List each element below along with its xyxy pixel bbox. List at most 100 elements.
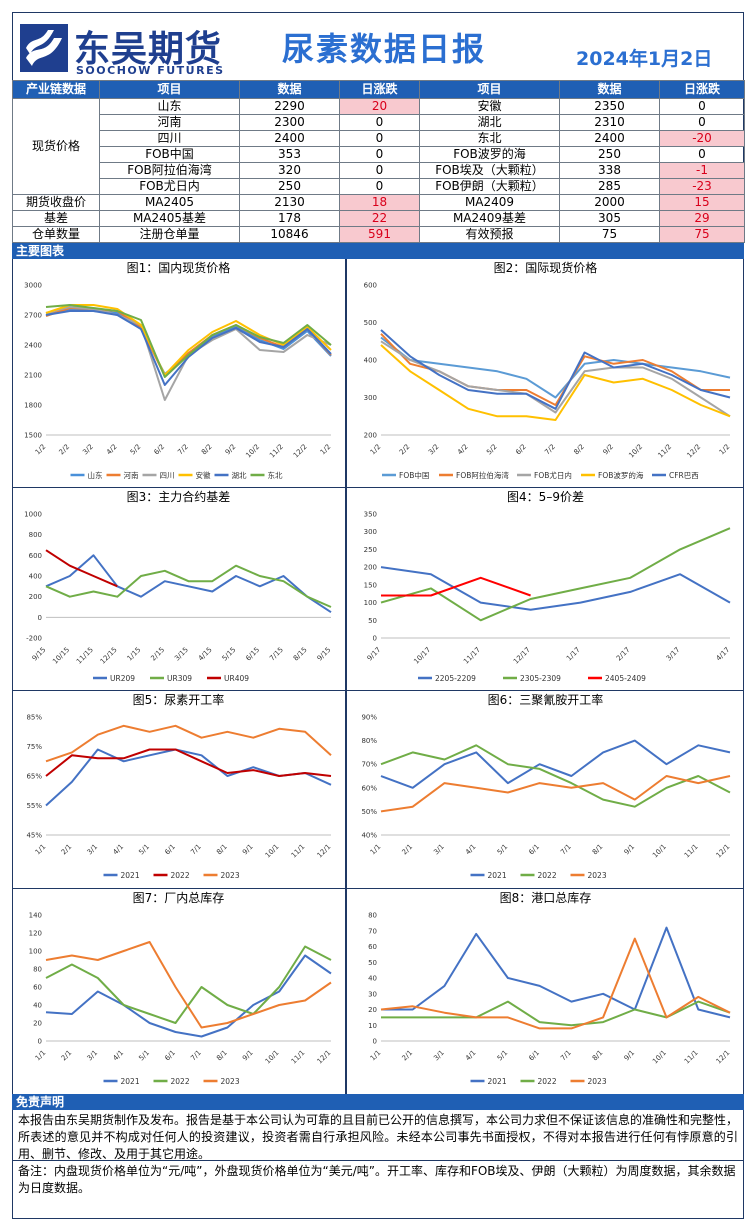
y-tick-label: 50% [361, 808, 377, 816]
x-tick-label: 1/1 [34, 843, 48, 857]
y-tick-label: 140 [29, 912, 42, 920]
change-cell: 591 [339, 226, 420, 243]
x-tick-label: 2/1 [60, 1049, 74, 1063]
table-header-row: 产业链数据 项目 数据 日涨跌 项目 数据 日涨跌 [12, 80, 745, 99]
x-tick-label: 4/1 [464, 843, 478, 857]
header-cell: 项目 [419, 80, 560, 99]
chart-urea-operating-rate: 45% 55% 65% 75% 85% 1/1 2/1 3/1 4/1 5/1 6/1 7/1 8/1 9… [26, 714, 332, 881]
x-tick-label: 2/1 [401, 1049, 415, 1063]
legend-label: 2021 [121, 871, 140, 880]
y-tick-label: 60% [361, 784, 377, 792]
series-line [45, 304, 332, 378]
x-tick-label: 7/1 [559, 843, 573, 857]
x-tick-label: 3/15 [173, 646, 190, 663]
x-tick-label: 4/1 [464, 1049, 478, 1063]
header-cell: 日涨跌 [339, 80, 420, 99]
y-tick-label: 20 [368, 1006, 377, 1014]
value-cell: 338 [559, 162, 660, 179]
y-tick-label: 3000 [24, 282, 42, 290]
series-line [381, 926, 731, 1019]
y-tick-label: 120 [29, 930, 42, 938]
series-line [380, 775, 731, 813]
chart-international-spot: 200 300 400 500 600 1/2 2/2 3/2 4/2 5/2 6/2 7/2 8/2 9… [364, 282, 732, 481]
y-tick-label: 60 [368, 943, 377, 951]
report-date: 2024年1月2日 [576, 48, 713, 70]
chart-panel-4: 图4：5–9价差 0 50 100 150 200 250 300 350 9/17 10/17 1… [347, 488, 744, 690]
x-tick-label: 8/15 [292, 646, 309, 663]
report-frame [12, 12, 744, 1219]
row-divider [12, 690, 744, 691]
item-cell: FOB伊朗（大颗粒） [419, 178, 560, 195]
table-row: 仓单数量 注册仓单量 10846 591 有效预报 75 75 [12, 226, 745, 243]
legend-label: 东北 [268, 470, 283, 480]
y-tick-label: 100 [29, 948, 42, 956]
chart-panel-5: 图5：尿素开工率 45% 55% 65% 75% 85% 1/1 2/1 3/1 4/1 5/1 6… [12, 691, 345, 887]
item-cell: 东北 [419, 130, 560, 147]
x-tick-label: 10/2 [244, 443, 261, 460]
x-tick-label: 9/17 [366, 646, 383, 663]
y-tick-label: 40 [368, 975, 377, 983]
series-line [380, 340, 731, 418]
value-cell: 320 [239, 162, 340, 179]
chart-panel-7: 图7：厂内总库存 0 20 40 60 80 100 120 140 1/1 2/1 3/1 4/1 5… [12, 889, 345, 1093]
y-tick-label: 300 [364, 528, 377, 536]
value-cell: 250 [559, 146, 660, 163]
x-tick-label: 7/15 [268, 646, 285, 663]
item-cell: FOB中国 [99, 146, 240, 163]
x-tick-label: 4/15 [197, 646, 214, 663]
x-tick-label: 9/1 [623, 1049, 637, 1063]
x-tick-label: 3/1 [432, 1049, 446, 1063]
x-tick-label: 4/2 [105, 443, 119, 457]
legend-label: FOB尤日内 [534, 470, 572, 480]
x-tick-label: 4/17 [715, 646, 732, 663]
y-tick-label: 2700 [24, 312, 42, 320]
item-cell: MA2405基差 [99, 210, 240, 227]
x-tick-label: 11/2 [656, 443, 673, 460]
y-tick-label: 40 [33, 1002, 42, 1010]
chart-title: 图2：国际现货价格 [493, 261, 598, 275]
legend-label: UR409 [224, 674, 249, 683]
chart-panel-6: 图6：三聚氰胺开工率 40% 50% 60% 70% 80% 90% 1/1 2/1 3/1 4/… [347, 691, 744, 887]
series-line [45, 549, 118, 588]
row-label: 仓单数量 [12, 226, 100, 243]
value-cell: 2130 [239, 194, 340, 211]
x-tick-label: 5/1 [496, 1049, 510, 1063]
legend-label: 2405-2409 [605, 674, 646, 683]
y-tick-label: 80% [361, 737, 377, 745]
x-tick-label: 11/1 [290, 1049, 307, 1066]
series-line [380, 344, 731, 421]
series-line [45, 748, 332, 777]
value-cell: 2000 [559, 194, 660, 211]
y-tick-label: 80 [368, 912, 377, 920]
x-tick-label: 2/1 [401, 843, 415, 857]
value-cell: 10846 [239, 226, 340, 243]
x-tick-label: 10/1 [264, 1049, 281, 1066]
x-tick-label: 9/15 [316, 646, 333, 663]
x-tick-label: 8/1 [591, 1049, 605, 1063]
value-cell: 305 [559, 210, 660, 227]
series-line [380, 336, 731, 399]
series-line [380, 739, 731, 789]
x-tick-label: 7/1 [189, 843, 203, 857]
x-tick-label: 3/1 [86, 843, 100, 857]
x-tick-label: 1/17 [565, 646, 582, 663]
chart-panel-8: 图8：港口总库存 0 10 20 30 40 50 60 70 80 1/1 2/1 3/1 4/1 5/… [347, 889, 744, 1093]
x-tick-label: 6/2 [514, 443, 528, 457]
x-tick-label: 5/2 [129, 443, 143, 457]
x-tick-label: 9/15 [31, 646, 48, 663]
x-tick-label: 5/1 [496, 843, 510, 857]
y-tick-label: 55% [26, 802, 42, 810]
change-cell: 0 [339, 162, 420, 179]
x-tick-label: 2/17 [615, 646, 632, 663]
item-cell: FOB阿拉伯海湾 [99, 162, 240, 179]
brand-name-en: SOOCHOW FUTURES [76, 64, 225, 77]
chart-title: 图4：5–9价差 [507, 490, 584, 504]
value-cell: 2290 [239, 98, 340, 115]
legend-label: 2022 [171, 1077, 190, 1086]
series-line [45, 554, 332, 614]
series-line [45, 945, 332, 1024]
y-tick-label: 65% [26, 773, 42, 781]
x-tick-label: 8/1 [215, 843, 229, 857]
spot-label: 现货价格 [12, 98, 100, 195]
charts-section-bar: 主要图表 [12, 243, 744, 259]
